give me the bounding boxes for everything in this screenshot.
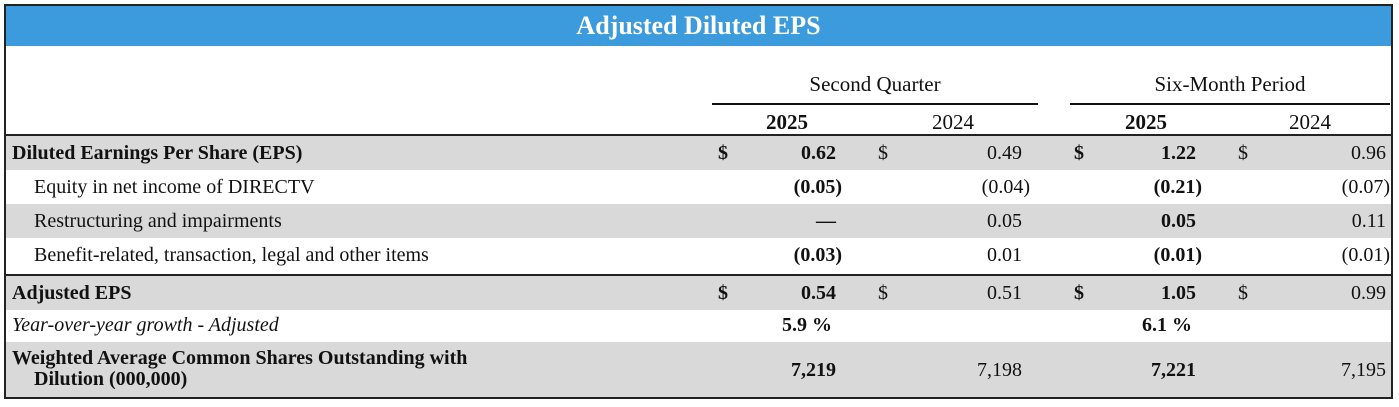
value-q-2024: (0.04) (981, 176, 1030, 198)
table-row-yoy-growth: Year-over-year growth - Adjusted 5.9 % 6… (6, 308, 1391, 342)
row-label: Benefit-related, transaction, legal and … (34, 244, 429, 266)
header-q-2025: 2025 (766, 110, 808, 134)
currency-symbol: $ (718, 142, 728, 164)
header-s-2025: 2025 (1125, 110, 1167, 134)
currency-symbol: $ (1074, 282, 1084, 304)
value-s-2025: 1.05 (1161, 282, 1196, 304)
value-q-2025: 7,219 (791, 359, 836, 381)
table-row-adjusted-eps: Adjusted EPS $ 0.54 $ 0.51 $ 1.05 $ 0.99 (6, 274, 1391, 310)
currency-symbol: $ (718, 282, 728, 304)
value-q-2024: 0.01 (987, 244, 1022, 266)
value-s-2024: 0.96 (1351, 142, 1386, 164)
value-q-2024: 0.05 (987, 210, 1022, 232)
table-row-diluted-eps: Diluted Earnings Per Share (EPS) $ 0.62 … (6, 134, 1391, 170)
table-row-restructuring: Restructuring and impairments — 0.05 0.0… (6, 204, 1391, 238)
currency-symbol: $ (1238, 282, 1248, 304)
value-s-2024: 0.11 (1351, 210, 1386, 232)
value-q-2024: 7,198 (977, 359, 1022, 381)
currency-symbol: $ (1238, 142, 1248, 164)
row-label: Year-over-year growth - Adjusted (12, 314, 279, 336)
table-row-benefit-related: Benefit-related, transaction, legal and … (6, 238, 1391, 272)
value-s-2025: (0.21) (1153, 176, 1202, 198)
row-label: Equity in net income of DIRECTV (34, 176, 315, 198)
eps-table: Adjusted Diluted EPS Second Quarter Six-… (4, 4, 1393, 399)
table-row-weighted-shares: Weighted Average Common Shares Outstandi… (6, 342, 1391, 397)
value-s-2024: 7,195 (1341, 359, 1386, 381)
value-s-2025: (0.01) (1153, 244, 1202, 266)
value-s-2025: 0.05 (1161, 210, 1196, 232)
header-underline-six-month (1070, 103, 1390, 105)
currency-symbol: $ (1074, 142, 1084, 164)
table-title: Adjusted Diluted EPS (6, 6, 1391, 46)
value-q-2024: 0.49 (987, 142, 1022, 164)
row-label: Restructuring and impairments (34, 210, 282, 232)
header-s-2024: 2024 (1289, 110, 1331, 134)
value-q-2025: (0.03) (793, 244, 842, 266)
header-second-quarter: Second Quarter (809, 72, 941, 96)
currency-symbol: $ (878, 142, 888, 164)
value-q-2025: 0.54 (801, 282, 836, 304)
row-label: Diluted Earnings Per Share (EPS) (12, 142, 303, 164)
value-s-2025: 6.1 % (1142, 314, 1192, 336)
currency-symbol: $ (878, 282, 888, 304)
row-label-line1: Weighted Average Common Shares Outstandi… (12, 347, 468, 369)
value-s-2025: 7,221 (1151, 359, 1196, 381)
value-s-2024: 0.99 (1351, 282, 1386, 304)
value-q-2025: 0.62 (801, 142, 836, 164)
value-q-2025: (0.05) (793, 176, 842, 198)
value-q-2024: 0.51 (987, 282, 1022, 304)
table-row-directv: Equity in net income of DIRECTV (0.05) (… (6, 170, 1391, 204)
value-s-2025: 1.22 (1161, 142, 1196, 164)
value-q-2025: 5.9 % (782, 314, 832, 336)
header-six-month-period: Six-Month Period (1154, 72, 1306, 96)
header-q-2024: 2024 (932, 110, 974, 134)
row-label-line2: Dilution (000,000) (34, 368, 188, 390)
row-label: Adjusted EPS (12, 282, 132, 304)
value-s-2024: (0.01) (1341, 244, 1390, 266)
value-q-2025: — (816, 210, 836, 232)
value-s-2024: (0.07) (1341, 176, 1390, 198)
header-underline-quarter (712, 103, 1038, 105)
